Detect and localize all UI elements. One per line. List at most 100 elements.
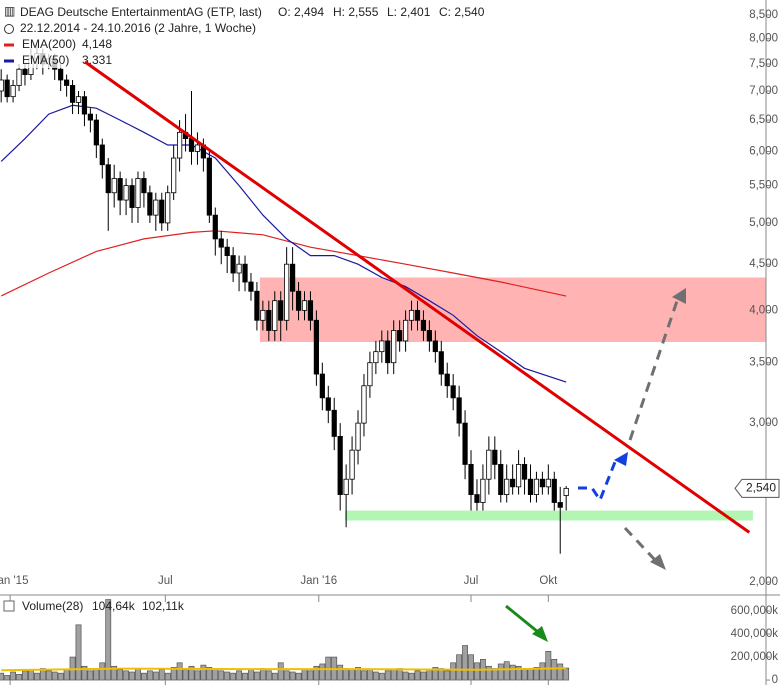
- candle-body: [248, 281, 254, 292]
- volume-bar: [75, 624, 82, 681]
- volume-bar: [337, 664, 344, 681]
- candle-body: [331, 409, 337, 437]
- volume-bar: [384, 670, 391, 681]
- volume-bar: [57, 672, 64, 681]
- y-tick-label: 7,500: [749, 58, 778, 70]
- candle-body: [75, 96, 82, 103]
- volume-bar: [432, 667, 439, 681]
- volume-bar: [93, 668, 100, 681]
- volume-bar: [545, 650, 552, 681]
- volume-bar: [390, 669, 397, 681]
- volume-bar: [63, 669, 70, 681]
- candle-body: [93, 119, 99, 146]
- zone: [259, 277, 766, 342]
- candle-body: [426, 330, 432, 342]
- y-tick-label: 5,000: [749, 217, 778, 229]
- ohlc-open: O: 2,494: [278, 5, 324, 19]
- volume-bar: [515, 665, 522, 681]
- ema-line: [0, 230, 567, 297]
- volume-bar: [135, 668, 141, 681]
- volume-bar: [367, 669, 373, 681]
- volume-bar: [485, 665, 492, 681]
- candle-body: [266, 309, 272, 331]
- candle-body: [307, 300, 314, 321]
- candle-body: [278, 300, 284, 321]
- candle-body: [545, 478, 551, 488]
- legend-label: EMA(200): [22, 37, 76, 51]
- volume-bar: [349, 669, 355, 681]
- candle-body: [402, 319, 409, 342]
- volume-bar: [87, 670, 94, 681]
- blue-arrow: [578, 461, 617, 504]
- volume-bar: [188, 665, 195, 681]
- candle-body: [218, 238, 224, 248]
- y-tick-label: 8,000: [749, 33, 778, 45]
- candle-body: [58, 68, 64, 81]
- price-tag: [734, 478, 780, 498]
- grey-arrow-down-head: [650, 554, 666, 570]
- volume-bar: [408, 672, 415, 681]
- candle-body: [188, 138, 195, 152]
- volume-bar: [99, 662, 106, 681]
- candle-body: [111, 178, 117, 194]
- volume-bar: [295, 672, 302, 681]
- volume-bar: [307, 670, 314, 681]
- candle-body: [474, 494, 480, 503]
- volume-bar: [539, 662, 546, 681]
- vol-avg-label: 102,11k: [142, 599, 185, 613]
- volume-bar: [462, 645, 468, 681]
- candle-body: [69, 85, 76, 103]
- candle-body: [492, 449, 498, 465]
- candle-body: [81, 96, 88, 115]
- vol-tick-label: 400,000k: [731, 628, 779, 640]
- candle-body: [295, 290, 302, 311]
- candle-body: [117, 178, 123, 201]
- candle-body: [515, 464, 522, 488]
- price-tag-label: 2,540: [746, 481, 776, 495]
- volume-bar: [378, 672, 385, 681]
- x-tick-label: Jul: [464, 575, 479, 587]
- subtitle: 22.12.2014 - 24.10.2016 (2 Jahre, 1 Woch…: [20, 21, 256, 35]
- volume-bar: [497, 663, 504, 681]
- volume-bar: [289, 671, 296, 681]
- volume-bar: [474, 662, 480, 681]
- volume-bar: [170, 667, 177, 681]
- vol-last: 104,64k: [92, 599, 136, 613]
- volume-bar: [0, 672, 5, 681]
- candle-body: [480, 478, 486, 503]
- candle-body: [224, 246, 230, 256]
- y-tick-label: 7,000: [749, 85, 778, 97]
- candle-body: [527, 478, 534, 495]
- volume-pane: [0, 599, 570, 681]
- candle-body: [123, 185, 129, 201]
- candle-body: [290, 263, 296, 292]
- y-tick-label: 3,500: [749, 357, 778, 369]
- candle-body: [242, 263, 248, 283]
- candle-body: [438, 351, 444, 375]
- candle-body: [129, 185, 135, 208]
- candle-body: [87, 113, 93, 121]
- candle-body: [337, 436, 343, 495]
- volume-bar: [361, 670, 367, 681]
- x-tick-label: Jan '15: [0, 575, 28, 587]
- candle-body: [177, 131, 183, 159]
- blue-arrow-head: [614, 452, 628, 466]
- candle-body: [563, 487, 569, 496]
- legend-bg: [0, 2, 500, 68]
- volume-bar: [248, 669, 254, 681]
- volume-bar: [426, 669, 433, 681]
- candle-body: [147, 192, 153, 216]
- y-tick-label: 2,000: [749, 576, 778, 588]
- legend-value: 4,148: [82, 37, 112, 51]
- candle-body: [254, 290, 260, 321]
- candle-body: [171, 157, 177, 194]
- volume-bar: [182, 669, 189, 681]
- volume-bar: [277, 662, 284, 681]
- volume-bar: [10, 671, 16, 681]
- candle-body: [349, 449, 355, 480]
- candle-body: [539, 478, 545, 488]
- y-tick-label: 8,500: [749, 9, 778, 21]
- candle-body: [194, 144, 201, 152]
- volume-bar: [259, 668, 266, 681]
- volume-bar: [254, 671, 260, 681]
